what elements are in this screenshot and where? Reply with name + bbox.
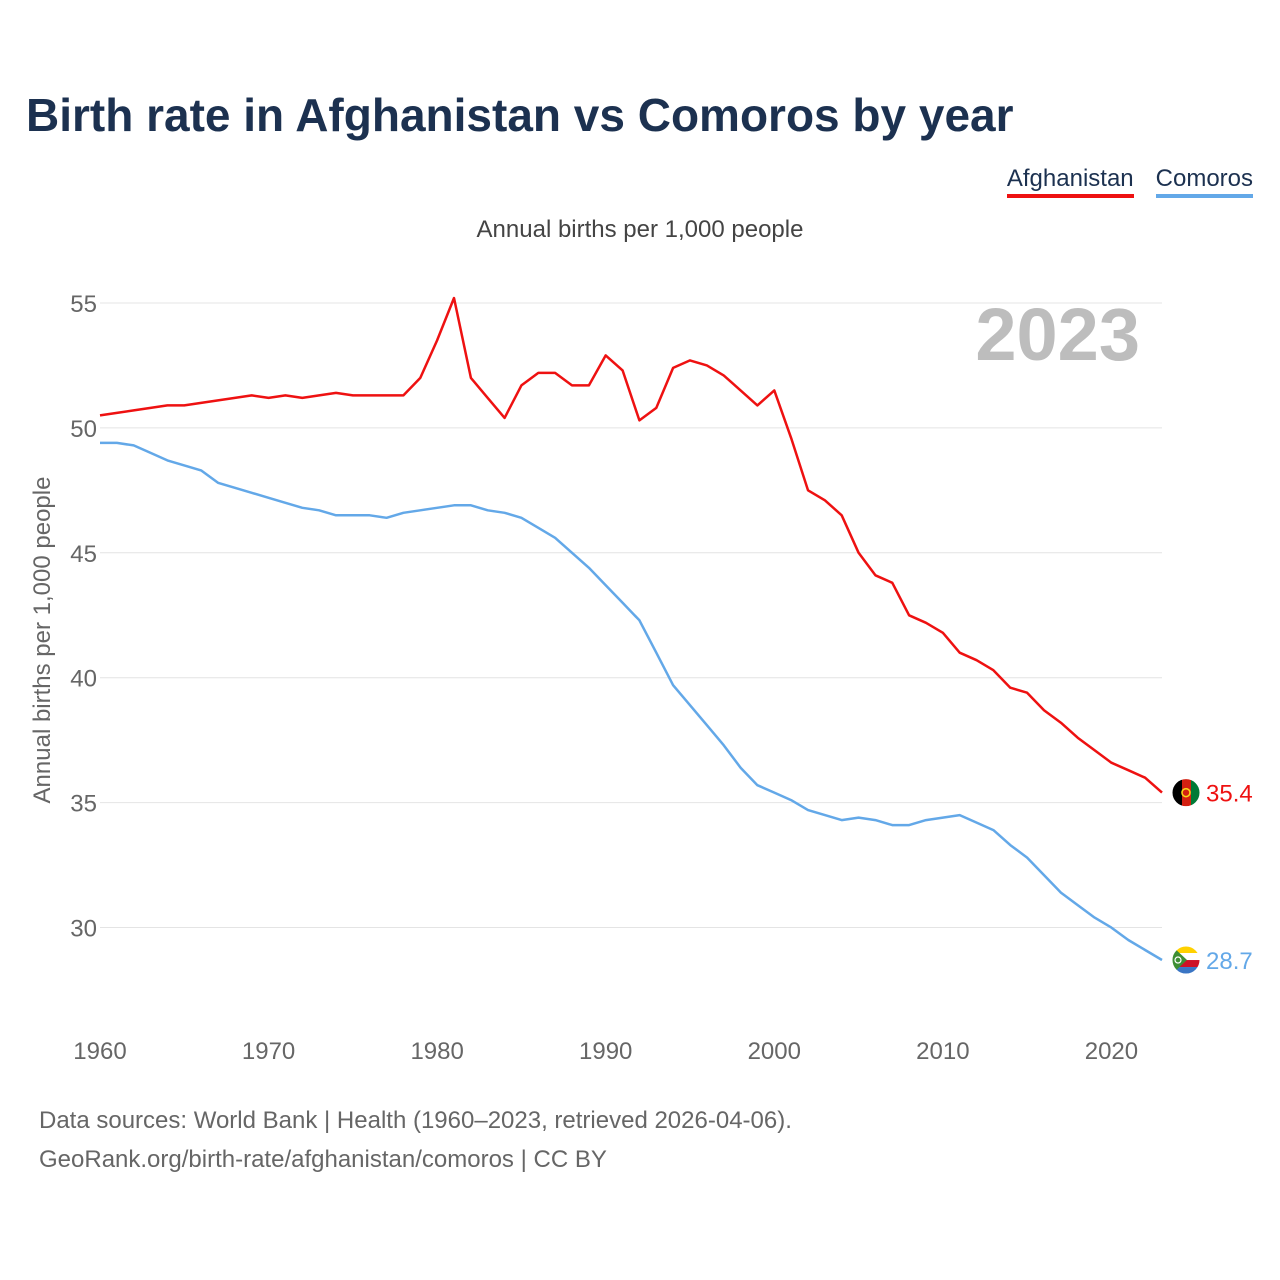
x-tick-label-2020: 2020 bbox=[1085, 1038, 1138, 1065]
x-tick-label-1980: 1980 bbox=[410, 1038, 463, 1065]
y-tick-label-45: 45 bbox=[70, 541, 97, 568]
x-tick-label-1990: 1990 bbox=[579, 1038, 632, 1065]
end-label-afghanistan: 35.4 bbox=[1206, 781, 1253, 808]
series-lines bbox=[99, 296, 1163, 962]
year-watermark: 2023 bbox=[975, 293, 1140, 376]
y-tick-label-50: 50 bbox=[70, 416, 97, 443]
legend: Afghanistan Comoros bbox=[1006, 165, 1253, 198]
series-end-markers: 35.4 28.7 bbox=[1171, 778, 1253, 975]
x-tick-label-1960: 1960 bbox=[73, 1038, 126, 1065]
legend-item-comoros[interactable]: Comoros bbox=[1155, 165, 1253, 198]
flag-afghanistan bbox=[1171, 778, 1201, 808]
y-tick-label-40: 40 bbox=[70, 666, 97, 693]
source-url: GeoRank.org/birth-rate/afghanistan/comor… bbox=[39, 1146, 607, 1173]
legend-item-afghanistan[interactable]: Afghanistan bbox=[1006, 165, 1134, 198]
gridlines bbox=[100, 302, 1162, 929]
x-tick-label-2000: 2000 bbox=[748, 1038, 801, 1065]
x-tick-label-2010: 2010 bbox=[916, 1038, 969, 1065]
x-tick-label-1970: 1970 bbox=[242, 1038, 295, 1065]
y-axis-tick-labels: 30 35 40 45 50 55 bbox=[70, 291, 97, 943]
y-tick-label-55: 55 bbox=[70, 291, 97, 318]
chart-title: Birth rate in Afghanistan vs Comoros by … bbox=[26, 89, 1014, 141]
x-axis-tick-labels: 1960 1970 1980 1990 2000 2010 2020 bbox=[73, 1038, 1138, 1065]
source-note: Data sources: World Bank | Health (1960–… bbox=[39, 1107, 792, 1134]
y-axis-label: Annual births per 1,000 people bbox=[29, 477, 56, 804]
chart-subtitle: Annual births per 1,000 people bbox=[476, 216, 804, 243]
y-tick-label-35: 35 bbox=[70, 791, 97, 818]
end-label-comoros: 28.7 bbox=[1206, 948, 1253, 975]
series-line-comoros bbox=[100, 441, 1163, 962]
flag-comoros bbox=[1171, 945, 1201, 975]
y-tick-label-30: 30 bbox=[70, 916, 97, 943]
series-line-afghanistan bbox=[99, 296, 1163, 794]
